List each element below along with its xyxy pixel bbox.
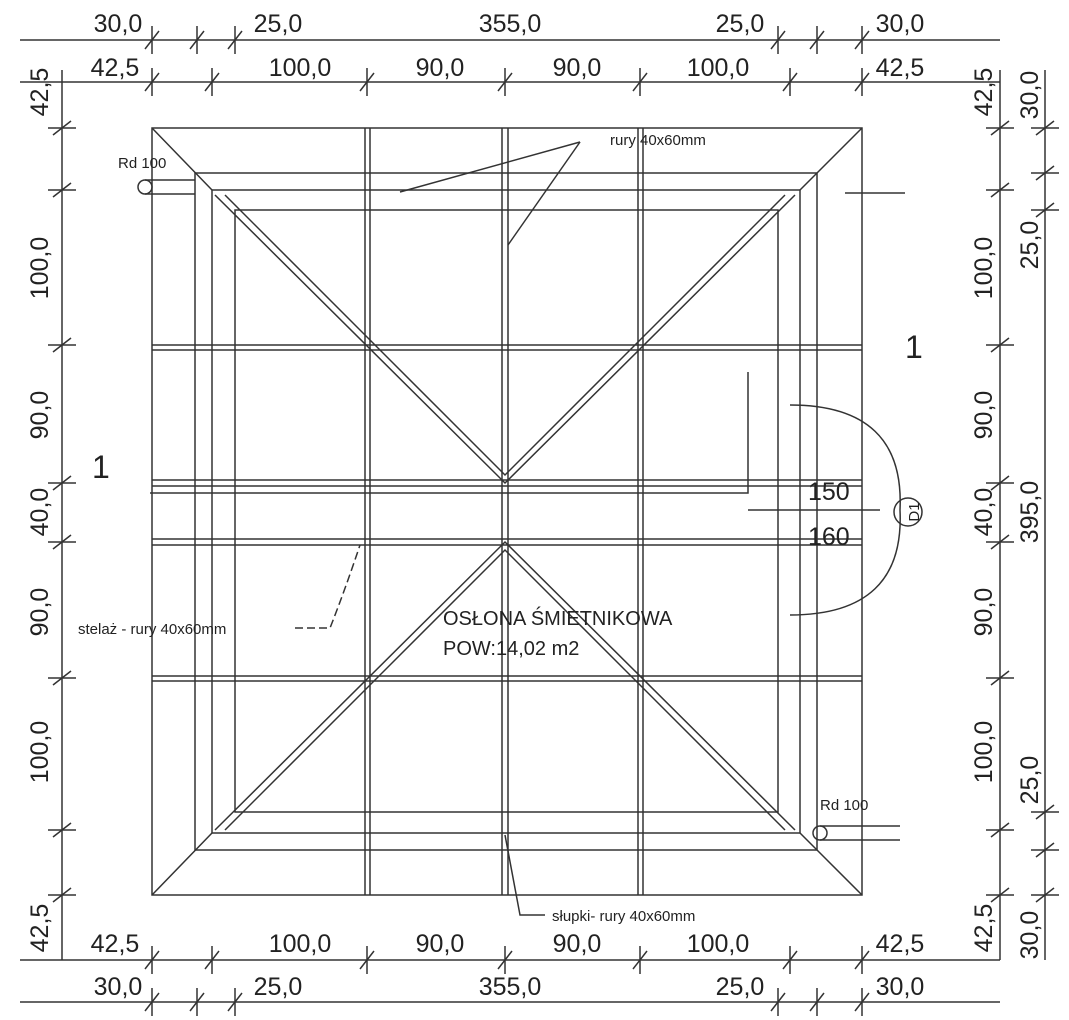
dim-label: 90,0 bbox=[416, 54, 465, 82]
rd-label: Rd 100 bbox=[118, 155, 166, 172]
dim-label: 100,0 bbox=[970, 237, 998, 300]
rd-label: Rd 100 bbox=[820, 797, 868, 814]
section-mark: 1 bbox=[905, 329, 923, 365]
dim-label: 30,0 bbox=[1016, 911, 1044, 960]
dim-label: 40,0 bbox=[970, 488, 998, 537]
pipes-label: rury 40x60mm bbox=[610, 132, 706, 149]
dim-label: 25,0 bbox=[254, 10, 303, 38]
dim-label: 90,0 bbox=[26, 588, 54, 637]
dim-label: 90,0 bbox=[970, 588, 998, 637]
dim-label: 90,0 bbox=[416, 930, 465, 958]
dimensions: 30,0 25,0 355,0 25,0 30,0 42,5 100,0 90,0 90,0 10… bbox=[20, 10, 1059, 1016]
dim-label: 25,0 bbox=[1016, 221, 1044, 270]
labels: rury 40x60mm Rd 100 Rd 100 1 1 150 160 D… bbox=[78, 132, 923, 925]
dim-label: 25,0 bbox=[1016, 756, 1044, 805]
dim-label: 355,0 bbox=[479, 973, 542, 1001]
dim-label: 100,0 bbox=[26, 237, 54, 300]
dim-label: 90,0 bbox=[970, 391, 998, 440]
dim-label: 100,0 bbox=[26, 721, 54, 784]
dim-label: 42,5 bbox=[91, 930, 140, 958]
dim-label: 42,5 bbox=[876, 930, 925, 958]
dim-label: 30,0 bbox=[94, 973, 143, 1001]
door-label: D1 bbox=[906, 502, 923, 521]
area: POW:14,02 m2 bbox=[443, 638, 579, 660]
dim-label: 100,0 bbox=[269, 930, 332, 958]
dim-label: 30,0 bbox=[876, 973, 925, 1001]
dim-label: 42,5 bbox=[970, 904, 998, 953]
dim-label: 90,0 bbox=[553, 54, 602, 82]
dim-label: 30,0 bbox=[876, 10, 925, 38]
frame-label: stelaż - rury 40x60mm bbox=[78, 621, 226, 638]
title: OSŁONA ŚMIETNIKOWA bbox=[443, 606, 673, 630]
dim-label: 42,5 bbox=[91, 54, 140, 82]
dim-label: 100,0 bbox=[269, 54, 332, 82]
dim-label: 100,0 bbox=[970, 721, 998, 784]
posts-label: słupki- rury 40x60mm bbox=[552, 908, 695, 925]
dim-label: 395,0 bbox=[1016, 481, 1044, 544]
dim-label: 25,0 bbox=[716, 973, 765, 1001]
dim-label: 42,5 bbox=[26, 904, 54, 953]
plan bbox=[137, 127, 923, 916]
dim-label: 42,5 bbox=[26, 68, 54, 117]
dim-label: 355,0 bbox=[479, 10, 542, 38]
dim-label: 100,0 bbox=[687, 930, 750, 958]
dim-label: 90,0 bbox=[553, 930, 602, 958]
dim-label: 42,5 bbox=[970, 68, 998, 117]
dim-label: 25,0 bbox=[716, 10, 765, 38]
height-label: 160 bbox=[808, 523, 850, 551]
height-label: 150 bbox=[808, 478, 850, 506]
dim-label: 30,0 bbox=[1016, 71, 1044, 120]
dim-label: 30,0 bbox=[94, 10, 143, 38]
dim-label: 90,0 bbox=[26, 391, 54, 440]
dim-label: 25,0 bbox=[254, 973, 303, 1001]
dim-label: 100,0 bbox=[687, 54, 750, 82]
section-mark: 1 bbox=[92, 449, 110, 485]
dim-label: 40,0 bbox=[26, 488, 54, 537]
dim-label: 42,5 bbox=[876, 54, 925, 82]
